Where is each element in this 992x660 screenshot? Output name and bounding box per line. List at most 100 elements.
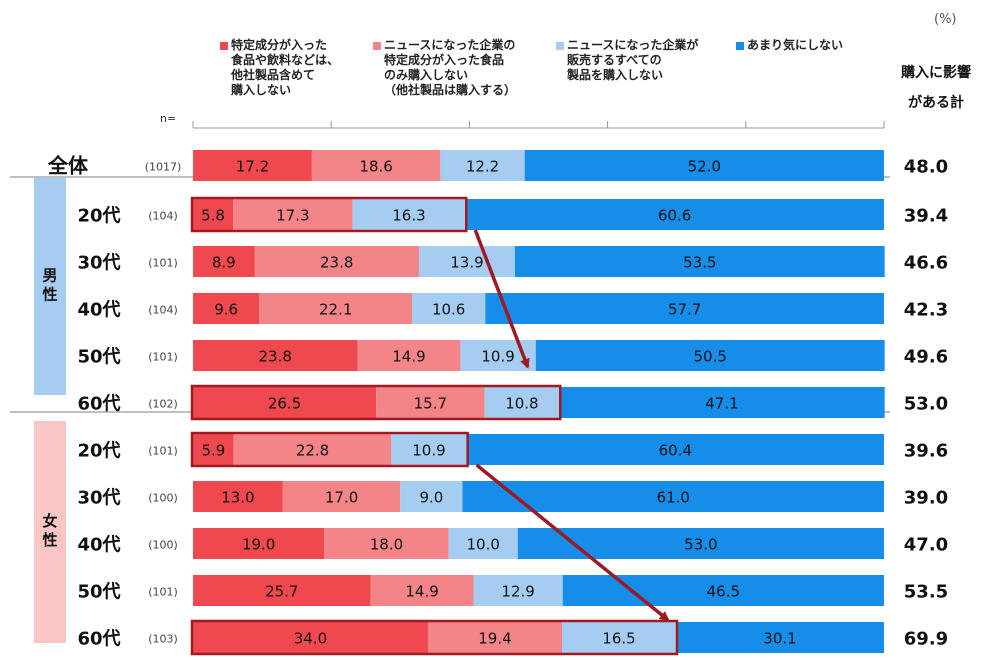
bar-segment: [193, 150, 312, 181]
bar-segment: [535, 340, 885, 371]
bar-value-label: 50.5: [694, 348, 727, 366]
highlight-box: [190, 619, 679, 656]
row-total-value: 46.6: [904, 253, 948, 274]
row-n-value: (1017): [145, 161, 182, 174]
bar-value-label: 14.9: [392, 348, 425, 366]
bar-segment: [193, 575, 371, 606]
highlight-box: [190, 384, 562, 421]
bar-value-label: 57.7: [668, 301, 701, 319]
bar-value-label: 9.0: [419, 489, 443, 507]
highlight-box: [190, 431, 469, 468]
bar-segment: [193, 293, 260, 324]
bar-value-label: 60.4: [659, 442, 692, 460]
bar-value-label: 10.6: [432, 301, 465, 319]
bar-segment: [193, 481, 283, 512]
row-label: 全体: [47, 154, 89, 178]
row-label: 20代: [77, 441, 120, 462]
row-label: 30代: [77, 253, 120, 274]
row-total-value: 53.5: [904, 582, 948, 603]
bar-value-label: 5.9: [201, 442, 225, 460]
bar-value-label: 13.0: [221, 489, 254, 507]
bar-segment: [484, 387, 560, 418]
bar-segment: [559, 387, 885, 418]
row-label: 20代: [77, 206, 120, 227]
bar-segment: [412, 293, 486, 324]
row-label: 60代: [77, 394, 120, 415]
bar-segment: [485, 293, 884, 324]
bar-segment: [193, 528, 325, 559]
bar-value-label: 53.0: [684, 536, 717, 554]
bar-value-label: 23.8: [320, 254, 353, 272]
row-total-value: 53.0: [904, 394, 948, 415]
row-n-value: (101): [148, 445, 178, 458]
bar-value-label: 12.9: [501, 583, 534, 601]
row-n-value: (100): [148, 539, 178, 552]
bar-value-label: 10.9: [481, 348, 514, 366]
bar-value-label: 14.9: [405, 583, 438, 601]
bar-segment: [517, 528, 884, 559]
bar-value-label: 46.5: [707, 583, 740, 601]
total-header-line-2: がある計: [908, 95, 964, 111]
bar-segment: [391, 434, 467, 465]
bar-segment: [376, 387, 485, 418]
bar-segment: [233, 434, 392, 465]
row-n-value: (102): [148, 398, 178, 411]
bar-value-label: 25.7: [265, 583, 298, 601]
unit-label: (%): [934, 12, 957, 27]
legend-label-2: ニュースになった企業の 特定成分が入った食品 のみ購入しない （他社製品は購入す…: [384, 38, 517, 97]
bar-segment: [233, 199, 353, 230]
bar-segment: [400, 481, 463, 512]
group-band: [34, 421, 66, 643]
bar-value-label: 10.9: [412, 442, 445, 460]
bar-value-label: 5.8: [201, 207, 225, 225]
bar-segment: [193, 246, 255, 277]
group-label: 女: [42, 512, 57, 530]
bar-value-label: 60.6: [658, 207, 691, 225]
bar-value-label: 17.2: [236, 158, 269, 176]
bar-segment: [370, 575, 474, 606]
n-prefix-label: n=: [160, 112, 177, 125]
row-label: 30代: [77, 488, 120, 509]
bar-segment: [448, 528, 518, 559]
bar-segment: [352, 199, 466, 230]
trend-arrow: [473, 229, 530, 369]
legend-label-3: ニュースになった企業が 販売するすべての 製品を購入しない: [567, 38, 699, 82]
group-label: 性: [42, 531, 57, 549]
row-n-value: (101): [148, 257, 178, 270]
bar-segment: [193, 434, 234, 465]
row-n-value: (101): [148, 351, 178, 364]
bar-segment: [311, 150, 441, 181]
bar-segment: [282, 481, 401, 512]
bar-segment: [259, 293, 413, 324]
row-label: 40代: [77, 535, 120, 556]
bar-segment: [193, 387, 377, 418]
row-total-value: 49.6: [904, 347, 948, 368]
total-header: 購入に影響 がある計: [884, 58, 988, 118]
bar-value-label: 10.8: [505, 395, 538, 413]
row-total-value: 39.6: [904, 441, 948, 462]
bar-value-label: 52.0: [688, 158, 721, 176]
group-band: [34, 178, 66, 395]
legend-item-3: ニュースになった企業が 販売するすべての 製品を購入しない: [556, 38, 698, 83]
row-total-value: 39.4: [904, 206, 948, 227]
highlight-box: [190, 196, 468, 233]
row-n-value: (104): [148, 304, 178, 317]
legend-swatch-2: [373, 42, 381, 50]
total-header-line-1: 購入に影響: [901, 65, 971, 81]
bar-value-label: 47.1: [705, 395, 738, 413]
bar-value-label: 30.1: [763, 630, 796, 648]
bar-segment: [524, 150, 884, 181]
group-label: 男: [42, 267, 57, 285]
row-n-value: (101): [148, 586, 178, 599]
bar-segment: [193, 199, 234, 230]
row-total-value: 39.0: [904, 488, 948, 509]
bar-value-label: 18.6: [359, 158, 392, 176]
group-label: 性: [42, 286, 57, 304]
bar-segment: [561, 622, 677, 653]
bar-segment: [193, 622, 428, 653]
row-label: 40代: [77, 300, 120, 321]
bar-value-label: 19.4: [478, 630, 511, 648]
bar-value-label: 34.0: [294, 630, 327, 648]
bar-value-label: 17.0: [325, 489, 358, 507]
bar-value-label: 8.9: [212, 254, 236, 272]
